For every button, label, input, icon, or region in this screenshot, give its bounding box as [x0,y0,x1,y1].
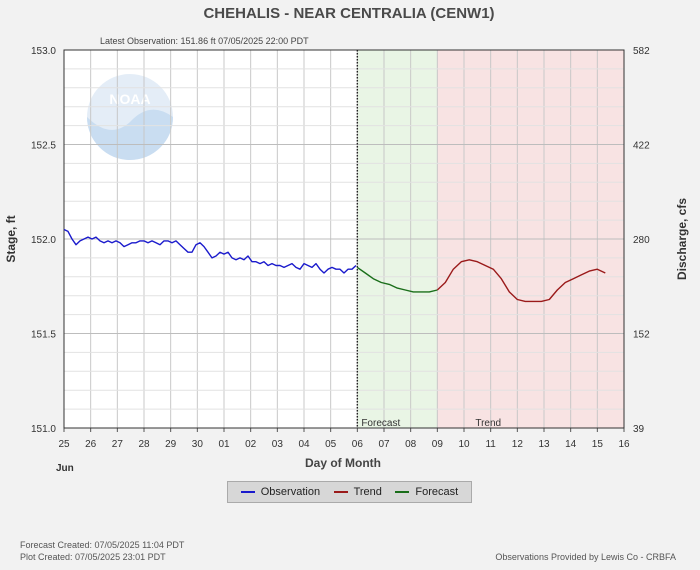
region-label-trend: Trend [475,418,501,429]
latest-observation: Latest Observation: 151.86 ft 07/05/2025… [100,36,309,46]
legend-swatch-trend [333,491,348,493]
y-right-tick-label: 582 [633,46,650,57]
x-tick-label: 29 [165,439,177,450]
x-tick-label: 14 [565,439,577,450]
plot-border [63,49,625,429]
y-left-tick-label: 151.5 [31,330,56,341]
x-tick-label: 26 [85,439,97,450]
x-tick-label: 28 [138,439,150,450]
legend-swatch-forecast [395,491,410,493]
x-axis-month-label: Jun [56,463,74,474]
x-tick-label: 05 [325,439,337,450]
legend-item-trend: Trend [333,486,382,498]
x-tick-label: 09 [432,439,444,450]
noaa-logo-text: NOAA [109,91,150,107]
series-line-observation [63,228,357,274]
y-axis-left-title: Stage, ft [4,215,18,262]
forecast-created: Forecast Created: 07/05/2025 11:04 PDT [20,540,185,550]
y-right-tick-label: 152 [633,330,650,341]
x-axis-title: Day of Month [305,456,381,470]
y-axis-right-title: Discharge, cfs [675,198,689,280]
noaa-logo-wave [87,109,173,160]
y-left-tick-label: 153.0 [31,46,56,57]
x-tick-label: 30 [192,439,204,450]
x-tick-label: 07 [378,439,390,450]
legend-swatch-observation [240,491,255,493]
y-left-tick-label: 151.0 [31,424,56,435]
noaa-logo-watermark: NOAA [87,74,173,160]
region-label-forecast: Forecast [361,418,400,429]
x-tick-label: 10 [458,439,470,450]
x-tick-label: 12 [512,439,524,450]
legend-item-forecast: Forecast [395,486,458,498]
x-tick-label: 13 [538,439,550,450]
x-tick-label: 27 [112,439,124,450]
series-line-trend [436,259,606,303]
y-right-tick-label: 39 [633,424,645,435]
legend-item-observation: Observation [240,486,321,498]
x-tick-label: 11 [485,439,496,450]
hydrograph-chart: CHEHALIS - NEAR CENTRALIA (CENW1) Latest… [4,5,689,474]
y-left-tick-label: 152.5 [31,141,56,152]
series-line-forecast [356,266,438,293]
x-tick-label: 03 [272,439,284,450]
plot-created: Plot Created: 07/05/2025 23:01 PDT [20,552,166,562]
x-tick-label: 25 [58,439,70,450]
x-tick-label: 16 [618,439,630,450]
x-tick-label: 06 [352,439,364,450]
legend: Observation Trend Forecast [227,481,472,503]
legend-label-observation: Observation [260,486,321,498]
x-tick-label: 04 [298,439,310,450]
legend-label-trend: Trend [353,486,382,498]
plot-area: NOAA 25 26 27 28 29 30 01 02 03 04 05 06 07 08 09 10 11 12… [31,46,650,450]
x-tick-label: 02 [245,439,257,450]
x-tick-label: 15 [592,439,604,450]
y-right-tick-label: 422 [633,141,650,152]
legend-label-forecast: Forecast [415,486,459,498]
data-provider: Observations Provided by Lewis Co - CRBF… [495,552,676,562]
y-right-tick-label: 280 [633,235,650,246]
chart-title: CHEHALIS - NEAR CENTRALIA (CENW1) [203,5,494,22]
x-tick-label: 08 [405,439,417,450]
x-tick-label: 01 [218,439,230,450]
y-left-tick-label: 152.0 [31,235,56,246]
